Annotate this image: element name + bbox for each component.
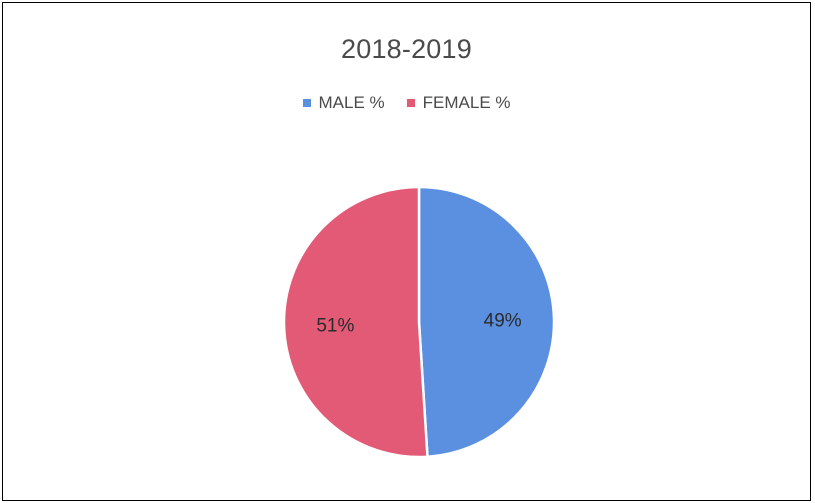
pie-labels: 49% 51% (316, 310, 521, 336)
pie-slice-female (282, 185, 429, 459)
legend-label-male: MALE % (318, 93, 385, 112)
legend-swatch-male (302, 99, 311, 107)
pie-slice-male (417, 185, 556, 459)
legend-swatch-female (406, 99, 415, 107)
chart-legend: MALE % FEMALE % (3, 93, 810, 113)
legend-label-female: FEMALE % (422, 93, 511, 112)
data-label-female: 51% (316, 316, 354, 337)
legend-item-male: MALE % (302, 93, 385, 113)
data-label-male: 49% (484, 310, 522, 331)
chart-title: 2018-2019 (341, 34, 472, 64)
legend-item-female: FEMALE % (406, 93, 511, 113)
pie-slices (282, 185, 556, 459)
pie-chart: 49% 51% (282, 185, 556, 459)
